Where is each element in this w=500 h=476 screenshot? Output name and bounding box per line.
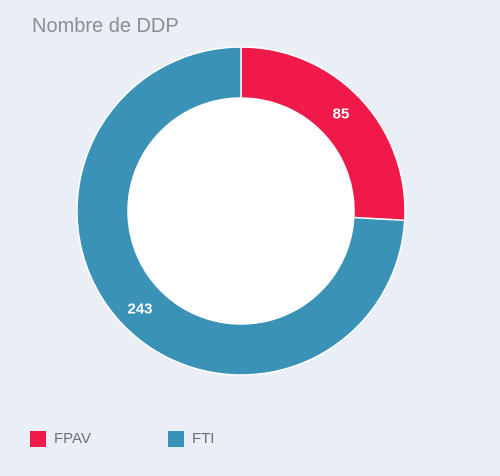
legend: FPAV FTI xyxy=(30,430,214,447)
chart-title: Nombre de DDP xyxy=(32,15,179,37)
legend-label-fti: FTI xyxy=(191,430,215,447)
legend-item-fti[interactable]: FTI xyxy=(167,430,215,447)
data-label-fti: 243 xyxy=(127,301,152,318)
legend-swatch-fti xyxy=(167,430,184,447)
legend-swatch-fpav xyxy=(30,430,46,447)
donut-chart: 85 243 xyxy=(76,46,406,376)
donut-hole xyxy=(128,98,354,324)
slice-fti[interactable] xyxy=(76,46,406,376)
slice-fpav[interactable] xyxy=(240,46,406,222)
data-label-fpav: 85 xyxy=(333,106,350,123)
legend-label-fpav: FPAV xyxy=(54,430,91,447)
legend-item-fpav[interactable]: FPAV xyxy=(30,430,91,447)
